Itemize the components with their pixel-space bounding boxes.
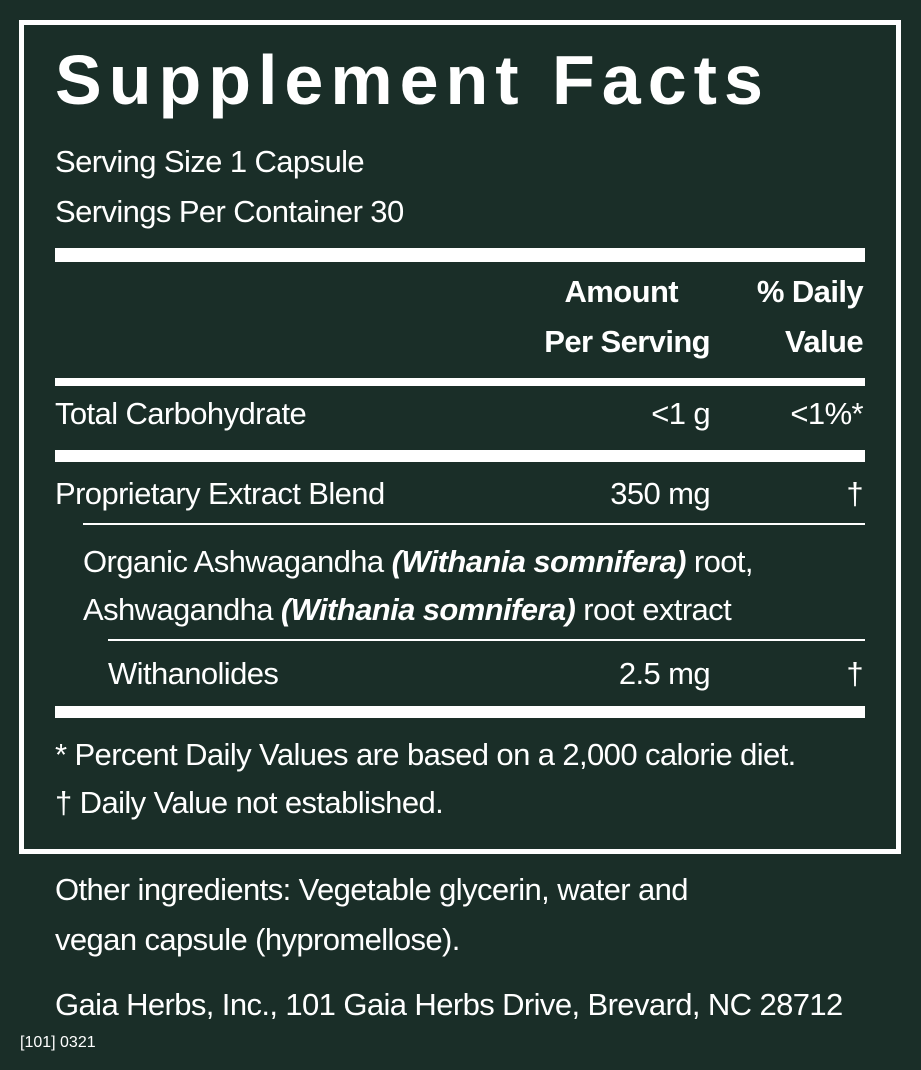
blend-ingredients-line1: Organic Ashwagandha (Withania somnifera)…: [83, 544, 754, 579]
other-ingredients-line2: vegan capsule (hypromellose).: [55, 922, 460, 957]
row-name: Withanolides: [108, 656, 279, 691]
footnote-not-established: † Daily Value not established.: [55, 785, 444, 820]
other-ingredients-line1: Other ingredients: Vegetable glycerin, w…: [55, 872, 689, 907]
manufacturer-address: Gaia Herbs, Inc., 101 Gaia Herbs Drive, …: [55, 987, 843, 1022]
row-dv: †: [846, 656, 863, 691]
divider-medium: [55, 378, 865, 386]
dv-header-1: % Daily: [756, 274, 864, 309]
row-dv: <1%*: [790, 396, 863, 431]
divider-thin: [83, 523, 865, 525]
product-code: [101] 0321: [20, 1034, 96, 1051]
divider-thick: [55, 706, 865, 718]
divider-thick: [55, 450, 865, 462]
panel-title: Supplement Facts: [55, 41, 770, 119]
row-amount: 2.5 mg: [618, 656, 711, 691]
servings-per-container: Servings Per Container 30: [55, 194, 404, 229]
supplement-facts-panel: [19, 20, 901, 854]
serving-size: Serving Size 1 Capsule: [55, 144, 365, 179]
divider-thick: [55, 248, 865, 262]
row-amount: 350 mg: [610, 476, 710, 511]
divider-thin: [108, 639, 865, 641]
blend-ingredients-line2: Ashwagandha (Withania somnifera) root ex…: [83, 592, 732, 627]
row-name: Proprietary Extract Blend: [55, 476, 385, 511]
row-name: Total Carbohydrate: [55, 396, 307, 431]
row-amount: <1 g: [651, 396, 710, 431]
amount-header-1: Amount: [564, 274, 679, 309]
dv-header-2: Value: [785, 324, 864, 359]
row-dv: †: [846, 476, 863, 511]
amount-header-2: Per Serving: [544, 324, 710, 359]
footnote-daily-values: * Percent Daily Values are based on a 2,…: [55, 737, 796, 772]
